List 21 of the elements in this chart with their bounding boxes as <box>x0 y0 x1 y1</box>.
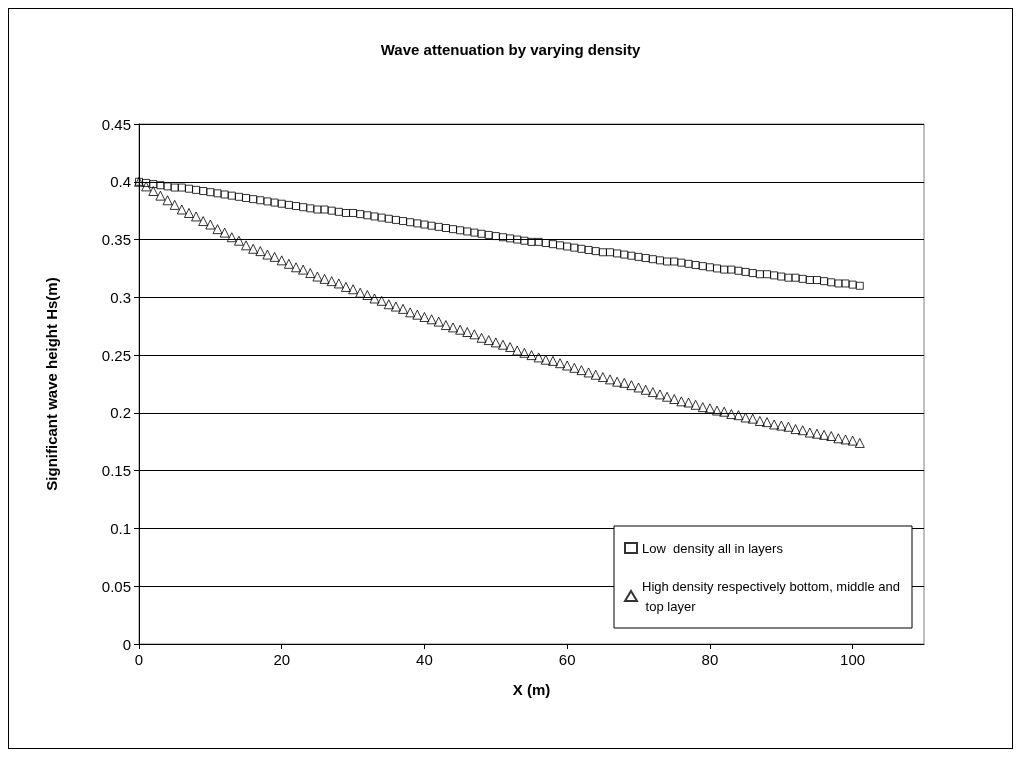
y-tick-label: 0.3 <box>110 288 131 306</box>
y-tick-label: 0.45 <box>101 115 131 133</box>
y-tick-label: 0.35 <box>101 231 131 249</box>
y-tick-label: 0.05 <box>101 577 131 595</box>
x-tick-label: 0 <box>134 651 144 668</box>
x-tick-label: 100 <box>840 651 866 668</box>
y-tick-label: 0.15 <box>101 462 131 480</box>
x-tick-label: 80 <box>701 651 719 668</box>
x-tick-label: 60 <box>558 651 576 668</box>
y-tick-label: 0 <box>122 635 131 653</box>
x-axis-title: X (m) <box>512 681 551 698</box>
y-tick-label: 0.2 <box>110 404 131 422</box>
legend-label: Low density all in layers <box>642 540 784 556</box>
legend-label: High density respectively bottom, middle and top layer <box>642 578 900 614</box>
y-tick-label: 0.4 <box>110 173 131 191</box>
x-tick-label: 20 <box>273 651 291 668</box>
y-tick-label: 0.1 <box>110 519 131 537</box>
chart-title: Wave attenuation by varying density <box>380 41 641 58</box>
y-axis-title: Significant wave height Hs(m) <box>43 277 60 491</box>
y-tick-label: 0.25 <box>101 346 131 364</box>
x-tick-label: 40 <box>416 651 433 668</box>
